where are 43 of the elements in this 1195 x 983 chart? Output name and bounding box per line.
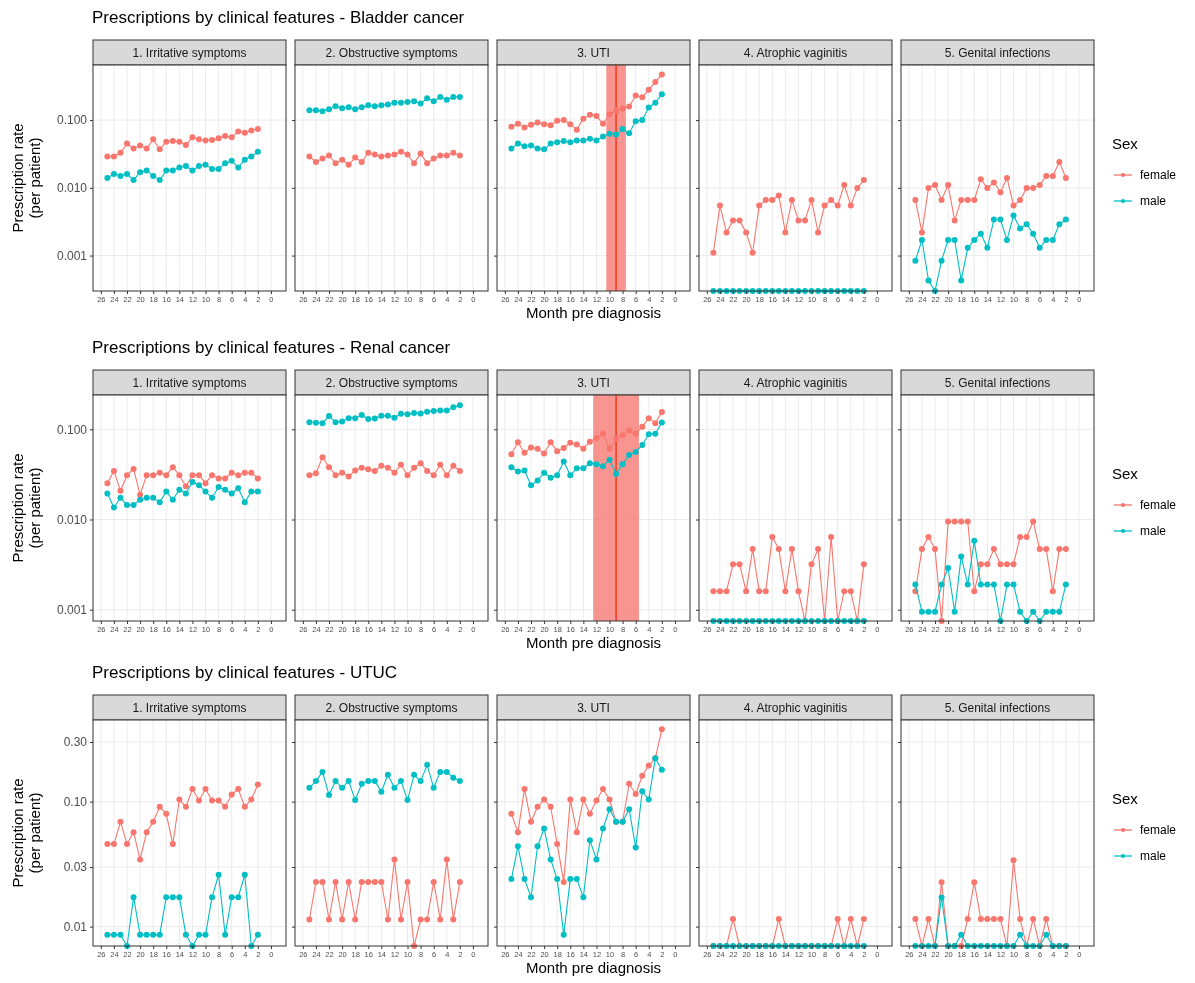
chart-title: 4. Atrophic vaginitis bbox=[743, 701, 848, 715]
legend-label: male bbox=[1140, 849, 1167, 863]
chart-title: 5. Genital infections bbox=[944, 46, 1051, 60]
legend-label: female bbox=[1140, 823, 1177, 837]
y-axis-title: Prescription rate (per patient) bbox=[9, 453, 43, 563]
chart-title: 4. Atrophic vaginitis bbox=[743, 46, 848, 60]
x-axis-title: Month pre diagnosis bbox=[525, 634, 662, 651]
y-axis-title: Prescription rate (per patient) bbox=[9, 778, 43, 888]
legend-label: male bbox=[1140, 194, 1167, 208]
legend-label: male bbox=[1140, 524, 1167, 538]
chart-title: 1. Irritative symptoms bbox=[132, 701, 247, 715]
chart-title: 3. UTI bbox=[577, 701, 610, 715]
legend-title: Sex bbox=[1112, 465, 1139, 482]
chart-title: 1. Irritative symptoms bbox=[132, 46, 247, 60]
chart-title: 2. Obstructive symptoms bbox=[325, 376, 458, 390]
chart-title: 2. Obstructive symptoms bbox=[325, 701, 458, 715]
legend-label: female bbox=[1140, 498, 1177, 512]
text: Prescriptions by clinical features - Bladder cancer bbox=[92, 8, 465, 27]
text: Prescriptions by clinical features - Renal cancer bbox=[92, 338, 451, 357]
y-tick-label: 0.001 bbox=[56, 248, 88, 263]
chart-title: 2. Obstructive symptoms bbox=[325, 46, 458, 60]
legend-title: Sex bbox=[1112, 135, 1139, 152]
y-tick-label: 0.30 bbox=[63, 735, 88, 750]
legend-title: Sex bbox=[1112, 790, 1139, 807]
y-tick-label: 0.100 bbox=[56, 113, 88, 128]
chart-title: 4. Atrophic vaginitis bbox=[743, 376, 848, 390]
chart-title: 3. UTI bbox=[577, 376, 610, 390]
y-tick-label: 0.10 bbox=[63, 794, 88, 809]
y-tick-label: 0.03 bbox=[63, 860, 88, 875]
chart-title: 5. Genital infections bbox=[944, 701, 1051, 715]
y-tick-label: 0.01 bbox=[63, 919, 88, 934]
chart-title: 5. Genital infections bbox=[944, 376, 1051, 390]
chart-title: 1. Irritative symptoms bbox=[132, 376, 247, 390]
y-tick-label: 0.010 bbox=[56, 512, 88, 527]
y-axis-title: Prescription rate (per patient) bbox=[9, 123, 43, 233]
y-tick-label: 0.010 bbox=[56, 181, 88, 196]
chart-title: 3. UTI bbox=[577, 46, 610, 60]
legend-label: female bbox=[1140, 168, 1177, 182]
y-tick-label: 0.001 bbox=[56, 603, 88, 618]
y-tick-label: 0.100 bbox=[56, 422, 88, 437]
text: Prescriptions by clinical features - UTUC bbox=[92, 663, 398, 682]
x-axis-title: Month pre diagnosis bbox=[525, 304, 662, 321]
x-axis-title: Month pre diagnosis bbox=[525, 959, 662, 976]
